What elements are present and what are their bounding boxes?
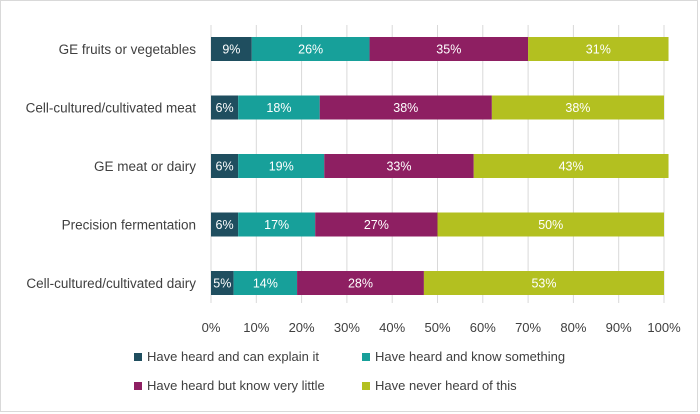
x-axis-tick-labels: 0% 10% 20% 30% 40% 50% 60% 70% 80% 90% 100% — [202, 320, 681, 335]
legend-swatch — [362, 353, 370, 361]
data-label: 28% — [348, 277, 373, 291]
legend: Have heard and can explain it Have heard … — [134, 349, 565, 393]
bar-segment-have-heard-but-know-very-little — [319, 95, 492, 120]
bar-segment-have-heard-but-know-very-little — [297, 271, 424, 295]
legend-item-have-heard-but-know-very-little: Have heard but know very little — [134, 378, 325, 393]
data-label: 26% — [298, 43, 323, 57]
data-label: 31% — [586, 43, 611, 57]
x-tick-label: 100% — [647, 320, 681, 335]
data-label: 6% — [216, 101, 234, 115]
x-tick-label: 20% — [289, 320, 315, 335]
data-label: 53% — [531, 277, 556, 291]
data-label: 38% — [565, 101, 590, 115]
category-label: GE meat or dairy — [94, 159, 196, 174]
x-tick-label: 80% — [560, 320, 586, 335]
data-label: 9% — [222, 43, 240, 57]
data-label: 5% — [213, 277, 231, 291]
x-tick-label: 10% — [243, 320, 269, 335]
bar-segment-have-never-heard-of-this — [473, 154, 669, 178]
legend-label: Have heard and know something — [375, 349, 565, 364]
bar-segment-have-never-heard-of-this — [437, 212, 664, 237]
bar-segment-have-heard-and-can-explain-it — [211, 212, 239, 237]
x-tick-label: 70% — [515, 320, 541, 335]
data-label: 33% — [386, 160, 411, 174]
data-label: 27% — [364, 218, 389, 232]
data-label: 50% — [538, 218, 563, 232]
bar-segment-have-heard-and-can-explain-it — [211, 154, 239, 178]
data-label: 6% — [216, 160, 234, 174]
data-label: 6% — [216, 218, 234, 232]
x-tick-label: 30% — [334, 320, 360, 335]
x-tick-label: 90% — [606, 320, 632, 335]
legend-item-have-heard-and-know-something: Have heard and know something — [362, 349, 565, 364]
bar-segment-have-heard-and-know-something — [238, 154, 325, 178]
category-label: Cell-cultured/cultivated dairy — [26, 276, 196, 291]
bar-segment-have-never-heard-of-this — [491, 95, 664, 120]
data-label: 18% — [266, 101, 291, 115]
legend-swatch — [134, 353, 142, 361]
bar-segment-have-never-heard-of-this — [528, 37, 669, 61]
data-label: 17% — [264, 218, 289, 232]
bar-segment-have-heard-and-can-explain-it — [211, 271, 234, 295]
legend-label: Have heard but know very little — [147, 378, 325, 393]
bar-segment-have-heard-but-know-very-little — [315, 212, 438, 237]
x-tick-label: 40% — [379, 320, 405, 335]
bar-segment-have-heard-and-can-explain-it — [211, 95, 239, 120]
bar-segment-have-heard-and-know-something — [238, 95, 320, 120]
legend-label: Have never heard of this — [375, 378, 517, 393]
legend-item-have-never-heard-of-this: Have never heard of this — [362, 378, 517, 393]
legend-swatch — [134, 382, 142, 390]
x-tick-label: 60% — [470, 320, 496, 335]
bar-segment-have-heard-and-know-something — [251, 37, 370, 61]
bar-segment-have-heard-and-can-explain-it — [211, 37, 252, 61]
data-label: 14% — [253, 277, 278, 291]
legend-item-have-heard-and-can-explain-it: Have heard and can explain it — [134, 349, 319, 364]
bar-segment-have-heard-and-know-something — [233, 271, 298, 295]
bars: 9% 26% 35% 31% 6% 18% 38% 38% 6% 19% 33% 43% 6% 17% 27… — [211, 37, 669, 295]
category-label: Precision fermentation — [62, 218, 196, 233]
bar-segment-have-heard-and-know-something — [238, 212, 316, 237]
legend-swatch — [362, 382, 370, 390]
data-label: 38% — [393, 101, 418, 115]
bar-segment-have-heard-but-know-very-little — [369, 37, 529, 61]
bar-segment-have-never-heard-of-this — [423, 271, 664, 295]
legend-label: Have heard and can explain it — [147, 349, 319, 364]
x-tick-label: 50% — [424, 320, 450, 335]
data-label: 43% — [559, 160, 584, 174]
category-label: Cell-cultured/cultivated meat — [26, 101, 197, 116]
x-tick-label: 0% — [202, 320, 221, 335]
bar-segment-have-heard-but-know-very-little — [324, 154, 474, 178]
data-label: 35% — [436, 43, 461, 57]
category-labels: GE fruits or vegetables Cell-cultured/cul… — [26, 42, 197, 291]
data-label: 19% — [269, 160, 294, 174]
category-label: GE fruits or vegetables — [59, 42, 197, 57]
